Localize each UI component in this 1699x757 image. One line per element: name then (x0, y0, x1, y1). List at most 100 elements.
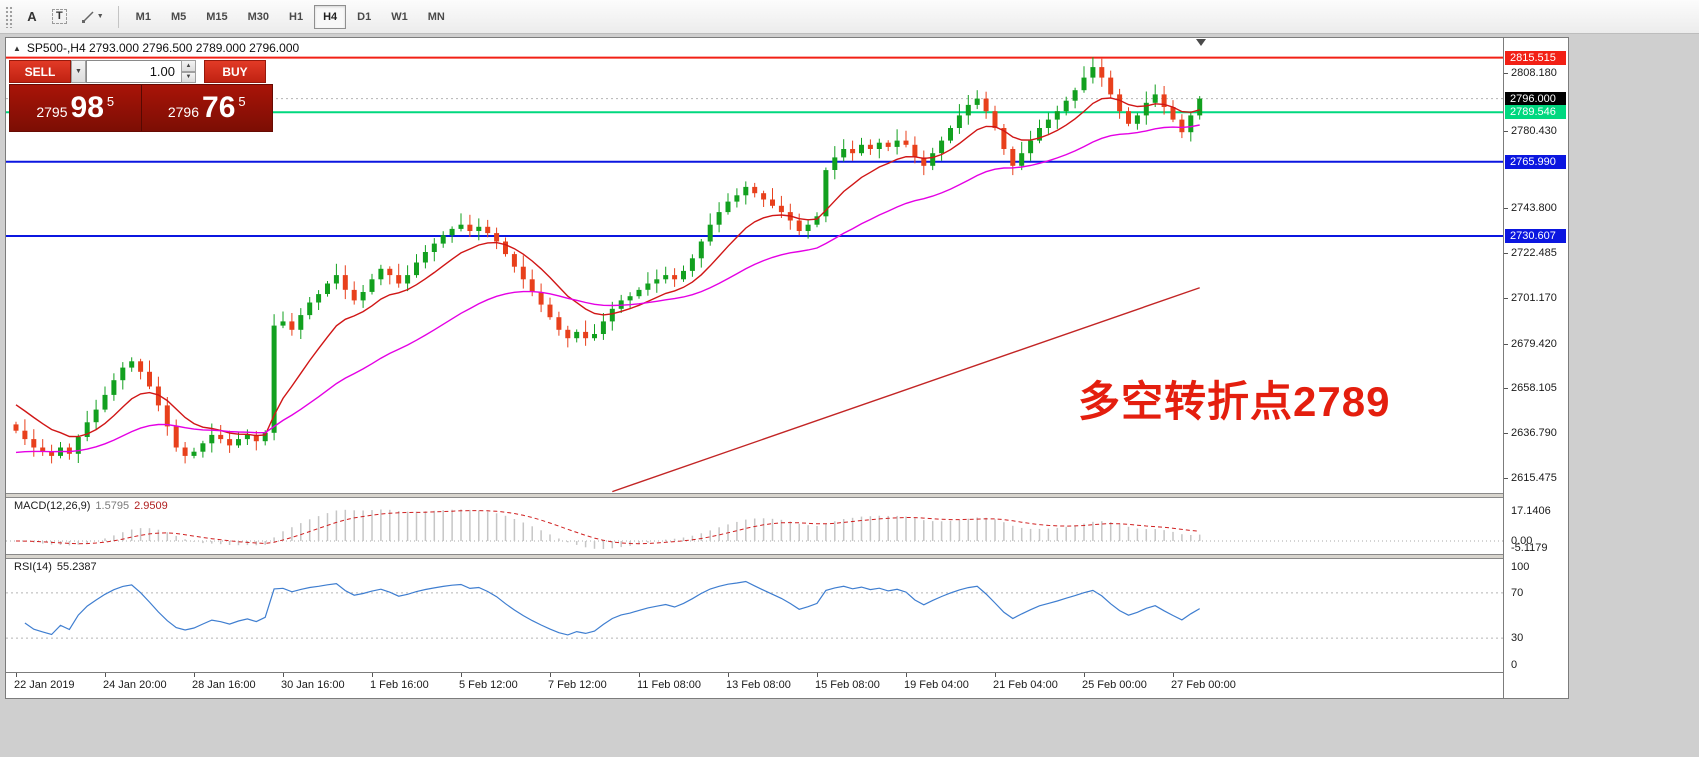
volume-input[interactable] (86, 60, 181, 83)
time-tick (461, 673, 462, 677)
bid-price-sup: 5 (106, 93, 115, 109)
time-tick (995, 673, 996, 677)
axis-label: 70 (1511, 587, 1524, 599)
macd-panel[interactable]: MACD(12,26,9) 1.5795 2.9509 (6, 498, 1503, 554)
font-tool-button[interactable]: A (19, 5, 45, 29)
chart-shift-marker-icon (1196, 39, 1206, 46)
ask-price-main: 2796 (167, 104, 200, 120)
collapse-triangle-icon[interactable]: ▲ (13, 43, 21, 53)
ask-price-button[interactable]: 2796 76 5 (142, 85, 273, 131)
axis-label (1504, 73, 1508, 74)
price-level-label: 2765.990 (1505, 155, 1566, 169)
price-level-label: 2815.515 (1505, 51, 1566, 65)
panel-separator[interactable] (6, 493, 1503, 498)
timeframe-button-m5[interactable]: M5 (162, 5, 195, 29)
ask-price-sup: 5 (238, 93, 246, 109)
price-level-label: 2730.607 (1505, 229, 1566, 243)
time-label: 25 Feb 00:00 (1082, 679, 1147, 691)
time-label: 28 Jan 16:00 (192, 679, 256, 691)
bid-price-button[interactable]: 2795 98 5 (10, 85, 142, 131)
one-click-trading-panel: SELL ▼ ▲ ▼ BUY 2795 98 5 (9, 60, 273, 132)
axis-label: 30 (1511, 632, 1524, 644)
time-tick (372, 673, 373, 677)
axis-label (1504, 253, 1508, 254)
time-label: 11 Feb 08:00 (637, 679, 702, 691)
macd-label: MACD(12,26,9) 1.5795 2.9509 (14, 500, 168, 512)
time-label: 21 Feb 04:00 (993, 679, 1058, 691)
timeframe-button-m1[interactable]: M1 (127, 5, 160, 29)
axis-label (1504, 298, 1508, 299)
timeframe-button-h4[interactable]: H4 (314, 4, 347, 29)
macd-value-main: 1.5795 (95, 500, 130, 512)
time-label: 27 Feb 00:00 (1171, 679, 1236, 691)
volume-dropdown-button[interactable]: ▼ (71, 60, 86, 83)
rsi-chart (6, 580, 1503, 639)
chevron-down-icon: ▼ (185, 74, 192, 81)
timeframe-button-w1[interactable]: W1 (382, 5, 417, 29)
axis-label: 2636.790 (1511, 427, 1557, 439)
axis-label: 0 (1511, 659, 1518, 671)
chart-annotation-text: 多空转折点2789 (1078, 378, 1391, 425)
time-tick (194, 673, 195, 677)
shapes-tool-button[interactable]: ▼ (74, 5, 111, 29)
axis-label: -5.1179 (1511, 542, 1548, 554)
toolbar-separator (117, 5, 119, 28)
rsi-value: 55.2387 (56, 561, 97, 573)
volume-decrease-button[interactable]: ▼ (181, 71, 196, 83)
timeframe-bar: M1 M5 M15 M30 H1 H4 D1 W1 MN (126, 4, 455, 29)
chevron-down-icon: ▼ (96, 13, 104, 20)
timeframe-button-h1[interactable]: H1 (280, 5, 312, 29)
axis-label (1504, 344, 1508, 345)
time-label: 22 Jan 2019 (14, 679, 75, 691)
time-label: 15 Feb 08:00 (815, 679, 880, 691)
rsi-panel[interactable]: RSI(14) 55.2387 (6, 559, 1503, 672)
time-axis[interactable]: 22 Jan 2019 24 Jan 20:00 28 Jan 16:00 30 Ja… (6, 672, 1503, 698)
timeframe-button-m30[interactable]: M30 (239, 5, 278, 29)
ask-price-big: 76 (202, 91, 236, 124)
price-level-label: 2789.546 (1505, 105, 1566, 119)
time-label: 13 Feb 08:00 (726, 679, 791, 691)
time-tick (550, 673, 551, 677)
chart-window: ▲ SP500-,H4 2793.000 2796.500 2789.000 2… (5, 37, 1569, 699)
axis-label: 2743.800 (1511, 202, 1557, 214)
axis-label: 2615.475 (1511, 472, 1557, 484)
chevron-up-icon: ▲ (185, 62, 192, 69)
time-label: 30 Jan 16:00 (281, 679, 345, 691)
axis-label: 2701.170 (1511, 292, 1557, 304)
buy-button[interactable]: BUY (204, 60, 266, 83)
axis-label (1504, 433, 1508, 434)
sell-button[interactable]: SELL (9, 60, 71, 83)
axis-label (1504, 208, 1508, 209)
time-tick (1173, 673, 1174, 677)
time-label: 19 Feb 04:00 (904, 679, 969, 691)
time-tick (16, 673, 17, 677)
volume-increase-button[interactable]: ▲ (181, 60, 196, 72)
rsi-name: RSI(14) (14, 561, 52, 573)
timeframe-button-mn[interactable]: MN (419, 5, 454, 29)
font-tool-icon: A (27, 9, 37, 24)
panel-separator[interactable] (6, 554, 1503, 559)
bid-price-big: 98 (70, 91, 104, 124)
axis-label (1504, 478, 1508, 479)
price-axis[interactable]: 2808.180 2780.430 2743.800 2722.485 2701.170… (1503, 38, 1568, 698)
time-label: 24 Jan 20:00 (103, 679, 167, 691)
axis-label: 17.1406 (1511, 505, 1551, 517)
axis-label (1504, 131, 1508, 132)
text-label-tool-icon: T (52, 9, 67, 24)
timeframe-button-d1[interactable]: D1 (348, 5, 380, 29)
axis-label: 2722.485 (1511, 247, 1557, 259)
timeframe-button-m15[interactable]: M15 (197, 5, 236, 29)
candlestick-chart (6, 56, 1503, 493)
toolbar-grip-icon[interactable] (5, 5, 14, 28)
time-tick (817, 673, 818, 677)
time-tick (906, 673, 907, 677)
axis-label: 100 (1511, 561, 1530, 573)
time-tick (728, 673, 729, 677)
time-tick (283, 673, 284, 677)
rsi-label: RSI(14) 55.2387 (14, 561, 97, 573)
symbol-ohlc-text: SP500-,H4 2793.000 2796.500 2789.000 279… (26, 41, 300, 55)
workspace: ▲ SP500-,H4 2793.000 2796.500 2789.000 2… (0, 34, 1699, 757)
text-label-tool-button[interactable]: T (45, 5, 74, 29)
bid-price-main: 2795 (36, 104, 68, 120)
main-chart-plot[interactable]: ▲ SP500-,H4 2793.000 2796.500 2789.000 2… (6, 38, 1503, 493)
